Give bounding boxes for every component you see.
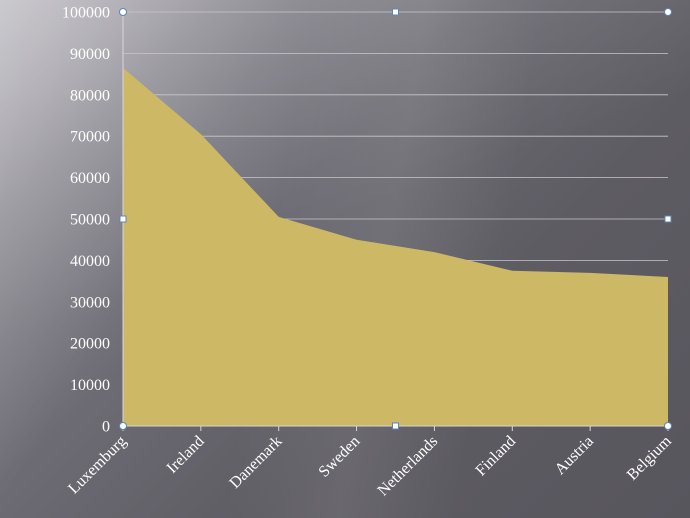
y-tick-label: 90000	[70, 46, 110, 63]
resize-handle-side[interactable]	[392, 8, 399, 16]
x-tick-label: Netherlands	[375, 433, 442, 500]
y-tick-label: 60000	[70, 170, 110, 187]
data-point[interactable]	[431, 249, 437, 255]
x-tick-label: Danemark	[226, 433, 285, 492]
series-area[interactable]	[123, 67, 668, 426]
resize-handle-side[interactable]	[392, 422, 399, 430]
x-tick-label: Ireland	[164, 433, 208, 477]
x-tick-label: Finland	[473, 433, 520, 480]
selection-handles[interactable]	[119, 8, 672, 430]
data-point[interactable]	[276, 214, 282, 220]
resize-handle-side[interactable]	[664, 215, 672, 223]
data-point[interactable]	[587, 270, 593, 276]
resize-handle-side[interactable]	[119, 215, 127, 223]
resize-handle-corner[interactable]	[664, 422, 672, 430]
resize-handle-corner[interactable]	[664, 8, 672, 16]
y-axis: 0 10000 20000 30000 40000 50000 60000 70000 8000…	[62, 5, 110, 436]
y-tick-label: 0	[102, 419, 110, 436]
y-tick-label: 30000	[70, 294, 110, 311]
y-tick-label: 80000	[70, 87, 110, 104]
resize-handle-corner[interactable]	[119, 422, 127, 430]
x-tick-label: Sweden	[316, 433, 364, 481]
data-point[interactable]	[509, 268, 515, 274]
x-tick-label: Belgium	[624, 432, 675, 483]
data-point[interactable]	[198, 131, 204, 137]
x-tick-label: Austria	[552, 433, 597, 478]
data-point[interactable]	[354, 237, 360, 243]
y-tick-label: 20000	[70, 336, 110, 353]
series-area-layer	[123, 67, 671, 426]
y-tick-label: 10000	[70, 377, 110, 394]
y-tick-label: 100000	[62, 5, 110, 22]
y-tick-label: 50000	[70, 212, 110, 229]
y-tick-label: 40000	[70, 253, 110, 270]
x-tick-label: Luxemburg	[65, 433, 130, 498]
resize-handle-corner[interactable]	[119, 8, 127, 16]
y-tick-label: 70000	[70, 129, 110, 146]
data-point[interactable]	[665, 274, 671, 280]
